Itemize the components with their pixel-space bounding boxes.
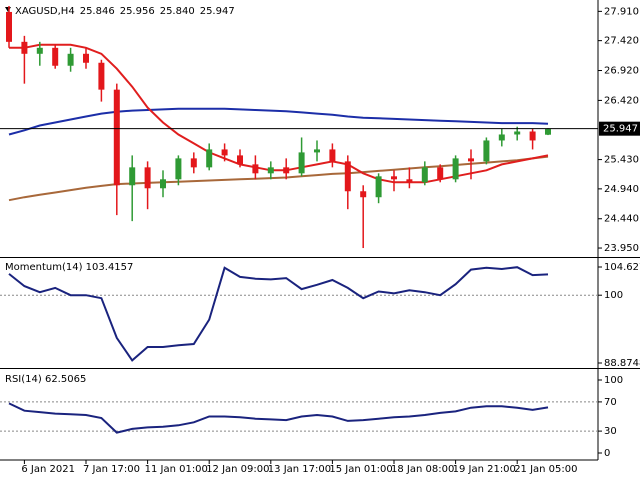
header-part: 25.947	[200, 6, 235, 17]
candle-body	[113, 89, 120, 186]
y-tick-label: 24.440	[604, 214, 639, 225]
header: XAGUSD,H4 25.846 25.956 25.840 25.947	[15, 6, 235, 17]
y-tick-label: 25.430	[604, 155, 639, 166]
candle-body	[545, 128, 551, 135]
candle-body	[221, 149, 228, 156]
y-tick-label: 100	[604, 290, 623, 301]
candle-body	[437, 167, 444, 180]
last-price-label: 25.947	[603, 124, 638, 135]
moving-average	[8, 107, 549, 136]
last-price-box	[599, 121, 640, 136]
y-tick-label: 26.420	[604, 95, 639, 106]
candle-body	[468, 158, 474, 162]
candle-body	[129, 167, 136, 186]
candle-body	[314, 149, 320, 153]
candle-body	[360, 191, 367, 198]
y-tick-label: 23.950	[604, 243, 639, 254]
candle-body	[67, 53, 74, 66]
candle-body	[252, 164, 259, 174]
candle-body	[21, 41, 28, 54]
candle-body	[83, 53, 89, 63]
y-tick-label: 30	[604, 426, 617, 437]
y-tick-label: 0	[604, 448, 610, 459]
candle-body	[406, 179, 413, 183]
candle-body	[452, 158, 459, 180]
x-tick-label: 11 Jan 01:00	[145, 464, 208, 475]
candle-body	[375, 176, 382, 198]
candle-body	[344, 161, 351, 192]
indicator-line	[8, 266, 549, 362]
candle-body	[283, 167, 290, 174]
header-part: 25.956	[120, 6, 155, 17]
y-tick-label: 27.910	[604, 6, 639, 17]
candle-body	[514, 131, 521, 135]
y-tick-label: 27.420	[604, 36, 639, 47]
candle-body	[175, 158, 182, 180]
indicator-line	[8, 402, 549, 434]
candle-body	[6, 11, 12, 42]
candle-body	[190, 158, 197, 168]
candle-body	[267, 167, 274, 174]
y-tick-label: 104.6279	[604, 262, 640, 273]
panel-title: Momentum(14) 103.4157	[5, 262, 133, 273]
header-part: 25.840	[160, 6, 195, 17]
candle-body	[329, 149, 336, 162]
y-tick-label: 70	[604, 397, 617, 408]
candle-body	[160, 179, 166, 189]
candle-body	[529, 131, 536, 141]
candle-body	[36, 47, 43, 54]
candle-body	[237, 155, 243, 165]
header-part: 25.846	[80, 6, 115, 17]
candle-body	[391, 176, 397, 180]
x-tick-label: 21 Jan 05:00	[514, 464, 577, 475]
x-tick-label: 6 Jan 2021	[21, 464, 75, 475]
x-tick-label: 13 Jan 17:00	[268, 464, 331, 475]
y-tick-label: 26.920	[604, 66, 639, 77]
x-tick-label: 18 Jan 08:00	[391, 464, 454, 475]
x-tick-label: 7 Jan 17:00	[83, 464, 140, 475]
candle-body	[98, 62, 105, 90]
y-tick-label: 88.8748	[604, 358, 640, 369]
candle-body	[144, 167, 151, 189]
candle-body	[498, 134, 505, 141]
candle-body	[483, 140, 490, 162]
candle-body	[421, 167, 428, 183]
x-tick-label: 15 Jan 01:00	[329, 464, 392, 475]
candle-body	[206, 149, 213, 168]
x-tick-label: 19 Jan 21:00	[453, 464, 516, 475]
header-part: XAGUSD,H4	[15, 6, 75, 17]
x-tick-label: 12 Jan 09:00	[206, 464, 269, 475]
y-tick-label: 24.940	[604, 184, 639, 195]
candle-body	[298, 152, 305, 174]
candle-body	[52, 47, 59, 66]
y-tick-label: 100	[604, 375, 623, 386]
panel-title: RSI(14) 62.5065	[5, 374, 86, 385]
